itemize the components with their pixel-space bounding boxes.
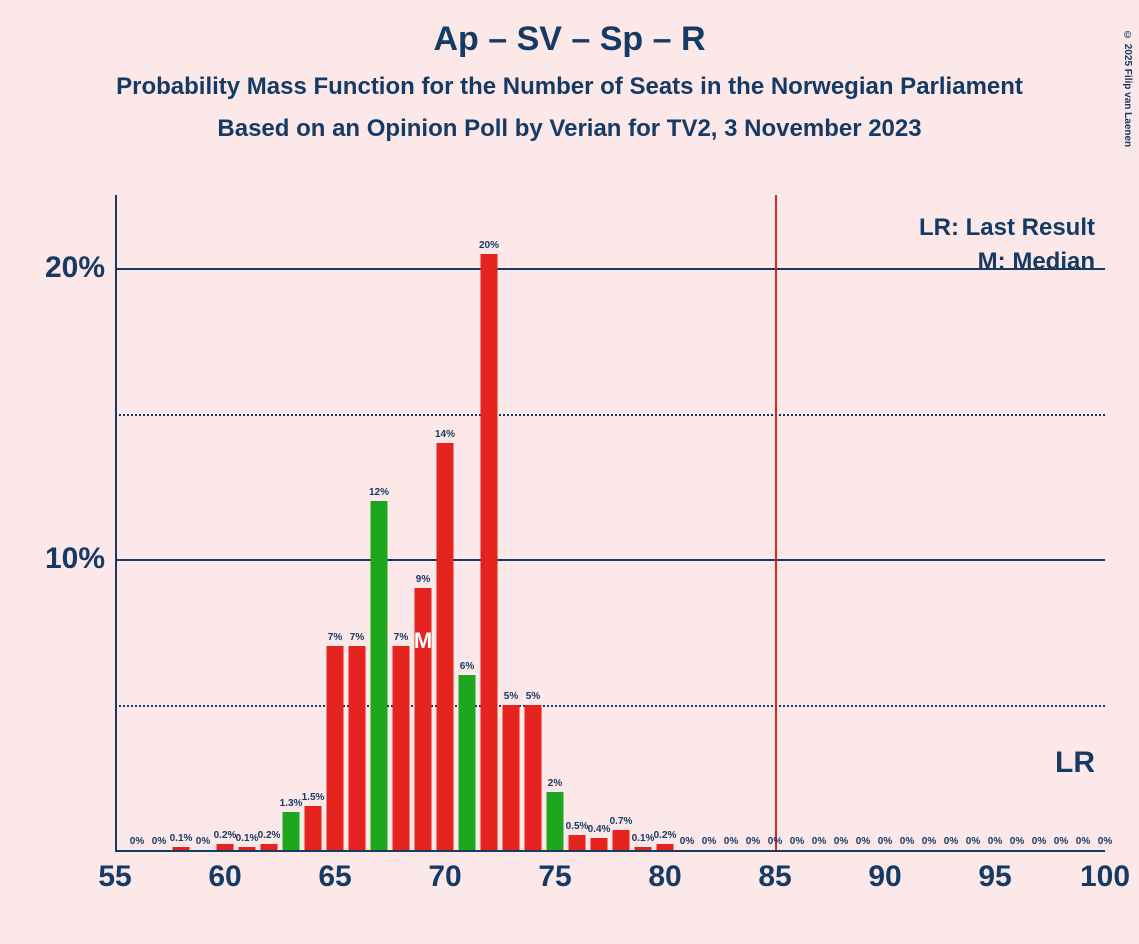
bar: 0.4% [591, 838, 608, 850]
x-tick-label: 65 [318, 860, 351, 894]
bar-label: 0% [878, 836, 892, 847]
gridline [115, 705, 1105, 707]
bar-label: 0% [152, 836, 166, 847]
bar-label: 14% [435, 429, 455, 440]
bar-label: 0.2% [214, 830, 237, 841]
bar-label: 7% [350, 632, 364, 643]
bar-label: 0% [834, 836, 848, 847]
bar-label: 1.3% [280, 798, 303, 809]
y-axis-line [115, 195, 117, 850]
bar-label: 9% [416, 574, 430, 585]
legend-lr: LR: Last Result [919, 214, 1095, 242]
bar-label: 0% [944, 836, 958, 847]
lr-line [775, 195, 777, 850]
bar-label: 5% [526, 691, 540, 702]
bar-label: 0% [130, 836, 144, 847]
bar-label: 0% [966, 836, 980, 847]
bar: 1.5% [305, 806, 322, 850]
median-marker: M [414, 628, 432, 654]
pmf-chart: LR: Last Result M: Median 10%20%55606570… [115, 210, 1105, 850]
bar: 0.2% [657, 844, 674, 850]
bar-label: 0% [680, 836, 694, 847]
bar-label: 0.1% [632, 833, 655, 844]
bar-label: 5% [504, 691, 518, 702]
bar: 5% [503, 705, 520, 850]
bar: 1.3% [283, 812, 300, 850]
gridline [115, 850, 1105, 852]
bar-label: 0% [812, 836, 826, 847]
lr-label: LR [1055, 746, 1095, 780]
bar: 0.1% [635, 847, 652, 850]
bar: 0.2% [217, 844, 234, 850]
legend-m: M: Median [919, 248, 1095, 276]
bar: 2% [547, 792, 564, 850]
x-tick-label: 95 [978, 860, 1011, 894]
bar-label: 0% [1098, 836, 1112, 847]
x-tick-label: 55 [98, 860, 131, 894]
chart-title: Ap – SV – Sp – R [0, 20, 1139, 59]
bar-label: 7% [328, 632, 342, 643]
y-tick-label: 10% [45, 542, 105, 576]
bar-label: 0% [746, 836, 760, 847]
x-tick-label: 85 [758, 860, 791, 894]
y-tick-label: 20% [45, 251, 105, 285]
bar: 7% [349, 646, 366, 850]
legend: LR: Last Result M: Median [919, 214, 1095, 276]
bar-label: 0% [768, 836, 782, 847]
bar-label: 0.4% [588, 824, 611, 835]
bar-label: 0% [1076, 836, 1090, 847]
bar-label: 2% [548, 778, 562, 789]
bar-label: 0% [900, 836, 914, 847]
x-tick-label: 60 [208, 860, 241, 894]
bar: 6% [459, 675, 476, 850]
bar-label: 0.7% [610, 816, 633, 827]
bar-label: 0% [922, 836, 936, 847]
bar: 5% [525, 705, 542, 850]
bar-label: 0% [196, 836, 210, 847]
chart-subtitle-2: Based on an Opinion Poll by Verian for T… [0, 115, 1139, 143]
bar: 20% [481, 254, 498, 850]
bar: 7% [327, 646, 344, 850]
bar-label: 0% [1054, 836, 1068, 847]
bar-label: 0.2% [258, 830, 281, 841]
bar: 0.7% [613, 830, 630, 850]
gridline [115, 268, 1105, 270]
chart-subtitle-1: Probability Mass Function for the Number… [0, 73, 1139, 101]
bar-label: 0.5% [566, 821, 589, 832]
bar-label: 0% [1010, 836, 1024, 847]
gridline [115, 414, 1105, 416]
bar-label: 0.2% [654, 830, 677, 841]
bar-label: 6% [460, 661, 474, 672]
bar-label: 12% [369, 487, 389, 498]
bar-label: 0.1% [170, 833, 193, 844]
gridline [115, 559, 1105, 561]
bar: 14% [437, 443, 454, 850]
bar-label: 7% [394, 632, 408, 643]
bar-label: 1.5% [302, 792, 325, 803]
bar-label: 0% [790, 836, 804, 847]
bar: 0.5% [569, 835, 586, 850]
x-tick-label: 70 [428, 860, 461, 894]
bar-label: 0% [702, 836, 716, 847]
x-tick-label: 100 [1080, 860, 1130, 894]
bar-label: 20% [479, 240, 499, 251]
bar-label: 0% [1032, 836, 1046, 847]
x-tick-label: 90 [868, 860, 901, 894]
bar: 12% [371, 501, 388, 850]
bar: 0.2% [261, 844, 278, 850]
x-tick-label: 80 [648, 860, 681, 894]
plot-area: LR: Last Result M: Median 10%20%55606570… [115, 210, 1105, 850]
bar-label: 0.1% [236, 833, 259, 844]
bar: 0.1% [173, 847, 190, 850]
x-tick-label: 75 [538, 860, 571, 894]
bar-label: 0% [988, 836, 1002, 847]
bar-label: 0% [724, 836, 738, 847]
bar: 7% [393, 646, 410, 850]
credit-text: © 2025 Filip van Laenen [1122, 30, 1133, 147]
bar: 0.1% [239, 847, 256, 850]
bar-label: 0% [856, 836, 870, 847]
